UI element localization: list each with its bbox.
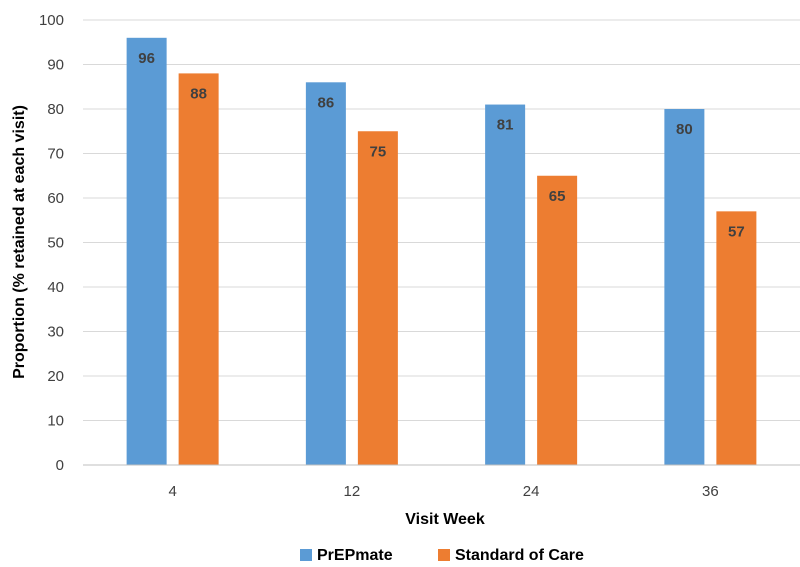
y-tick-label: 70 [47, 146, 64, 163]
bar-prepmate-week-12 [305, 82, 346, 466]
bars [126, 37, 757, 466]
y-tick-label: 20 [47, 368, 64, 385]
legend-label: Standard of Care [455, 547, 584, 564]
data-label: 80 [676, 121, 693, 138]
x-axis-ticks: 4 12 24 36 [168, 483, 718, 500]
bar-prepmate-week-4 [126, 37, 167, 466]
y-tick-label: 60 [47, 190, 64, 207]
legend-swatch-prepmate [300, 549, 312, 561]
x-tick-label: 12 [344, 483, 361, 500]
y-tick-label: 90 [47, 57, 64, 74]
x-axis-title: Visit Week [405, 511, 485, 528]
bar-standard-of-care-week-36 [716, 211, 757, 465]
bar-standard-of-care-week-12 [357, 131, 398, 465]
legend-label: PrEPmate [317, 547, 393, 564]
data-label: 96 [138, 50, 155, 67]
data-label: 88 [190, 85, 207, 102]
y-axis-ticks: 0 10 20 30 40 50 60 70 80 90 100 [39, 12, 64, 474]
data-label: 86 [318, 94, 335, 111]
legend-swatch-standard-of-care [438, 549, 450, 561]
bar-prepmate-week-24 [485, 104, 526, 466]
data-label: 81 [497, 117, 514, 134]
data-labels: 96 88 86 75 81 65 80 57 [138, 50, 744, 241]
y-tick-label: 10 [47, 413, 64, 430]
y-tick-label: 40 [47, 279, 64, 296]
data-label: 65 [549, 188, 566, 205]
y-tick-label: 80 [47, 101, 64, 118]
data-label: 75 [370, 143, 387, 160]
y-axis-title: Proportion (% retained at each visit) [11, 105, 28, 379]
legend: PrEPmate Standard of Care [300, 547, 584, 564]
y-tick-label: 30 [47, 324, 64, 341]
y-tick-label: 50 [47, 235, 64, 252]
x-tick-label: 36 [702, 483, 719, 500]
y-tick-label: 0 [56, 457, 64, 474]
bar-standard-of-care-week-4 [178, 73, 219, 466]
data-label: 57 [728, 223, 745, 240]
x-tick-label: 24 [523, 483, 540, 500]
x-tick-label: 4 [168, 483, 176, 500]
bar-standard-of-care-week-24 [537, 175, 578, 465]
y-tick-label: 100 [39, 12, 64, 29]
bar-prepmate-week-36 [664, 109, 705, 465]
